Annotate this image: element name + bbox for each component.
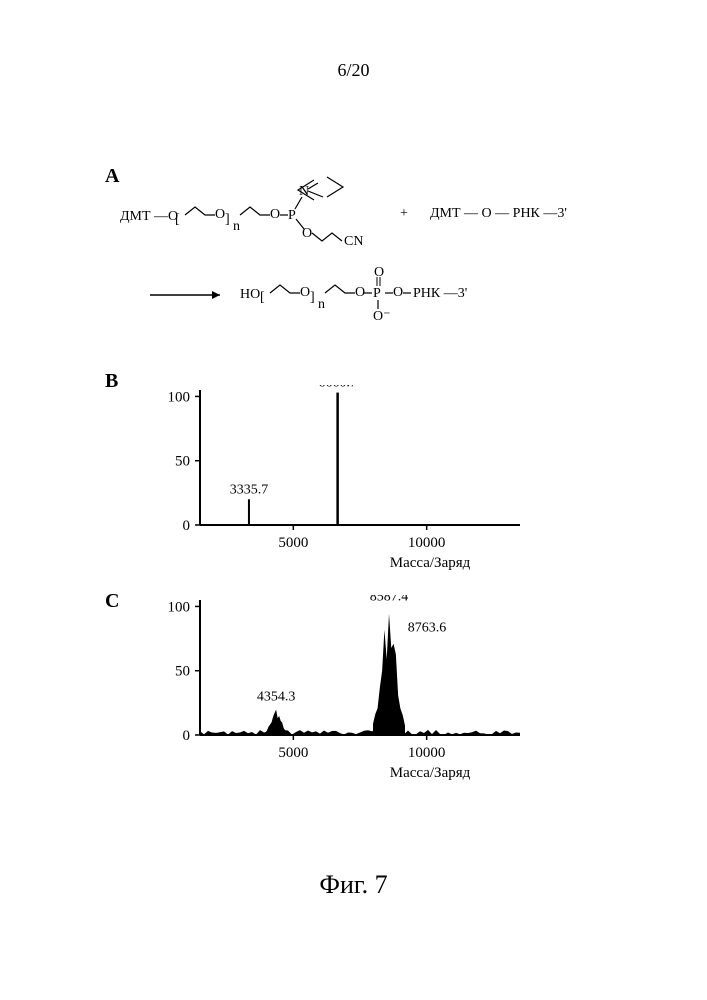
svg-text:3335.7: 3335.7 [230, 482, 269, 497]
panel-b-spectrum: 0 50 100 5000 10000 3335.7 6660.7 Масса/Заряд [150, 385, 550, 575]
svg-text:+: + [400, 206, 408, 221]
svg-text:6660.7: 6660.7 [318, 385, 357, 391]
svg-text:50: 50 [175, 454, 190, 470]
panel-c-spectrum: 0 50 100 5000 10000 4354.3 8587.4 8763.6 Масса/З… [150, 595, 550, 785]
ho-label: HO [240, 287, 260, 302]
svg-text:5000: 5000 [278, 745, 308, 761]
svg-text:O: O [355, 285, 365, 300]
page-number: 6/20 [337, 60, 369, 81]
sub-n-1: n [233, 219, 240, 234]
cn-label: CN [344, 234, 363, 249]
panel-letter-c: C [105, 590, 119, 613]
svg-text:100: 100 [168, 389, 191, 405]
sub-n-2: n [318, 297, 325, 312]
svg-text:Масса/Заряд: Масса/Заряд [390, 555, 471, 571]
panel-a-chem-scheme: ДМТ —O [ O ] n O P N O CN + ДМТ — О — РН… [120, 175, 600, 355]
svg-text:50: 50 [175, 664, 190, 680]
dmt-label: ДМТ —O [120, 209, 178, 224]
svg-text:5000: 5000 [278, 535, 308, 551]
figure-label: Фиг. 7 [319, 870, 387, 900]
svg-text:O: O [393, 285, 403, 300]
svg-text:P: P [373, 286, 381, 301]
svg-text:0: 0 [183, 518, 191, 534]
svg-text:P: P [288, 208, 296, 223]
svg-text:[: [ [260, 290, 265, 305]
svg-text:]: ] [310, 290, 315, 305]
panel-letter-a: A [105, 165, 119, 188]
svg-text:[: [ [175, 212, 180, 227]
svg-text:O: O [302, 226, 312, 241]
dmt-rnk-label: ДМТ — О — РНК —3' [430, 206, 567, 221]
svg-text:Масса/Заряд: Масса/Заряд [390, 765, 471, 781]
svg-text:0: 0 [183, 728, 191, 744]
rnk-product-label: РНК —3' [413, 286, 467, 301]
svg-text:O: O [215, 207, 225, 222]
svg-text:10000: 10000 [408, 745, 446, 761]
svg-text:100: 100 [168, 599, 191, 615]
svg-text:O: O [270, 207, 280, 222]
svg-text:O⁻: O⁻ [373, 309, 391, 324]
svg-text:8587.4: 8587.4 [370, 595, 409, 604]
svg-text:O: O [300, 285, 310, 300]
panel-letter-b: B [105, 370, 118, 393]
svg-text:]: ] [225, 212, 230, 227]
svg-text:8763.6: 8763.6 [408, 620, 447, 635]
svg-text:O: O [374, 265, 384, 280]
svg-text:4354.3: 4354.3 [257, 690, 296, 705]
svg-text:10000: 10000 [408, 535, 446, 551]
